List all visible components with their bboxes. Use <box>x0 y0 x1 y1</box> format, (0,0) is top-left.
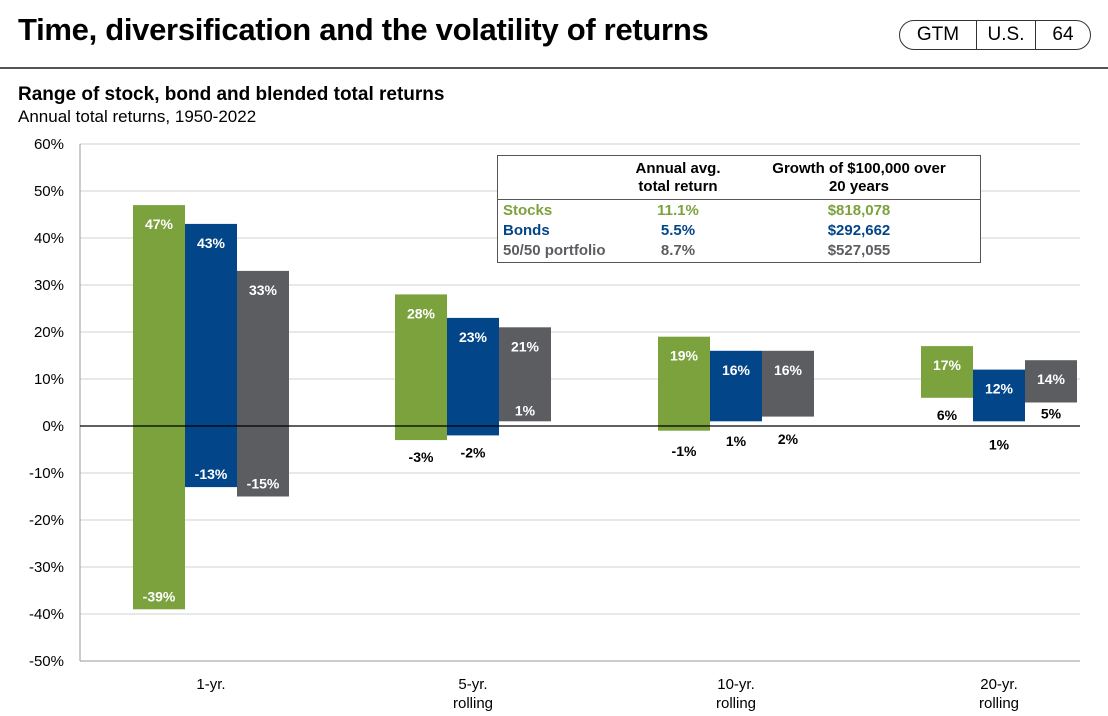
table-row-bonds: Bonds 5.5% $292,662 <box>498 222 980 242</box>
chart-title: Range of stock, bond and blended total r… <box>18 84 445 105</box>
row-label: Bonds <box>503 222 550 239</box>
range-bar <box>395 294 447 441</box>
x-category-label: 10-yr. <box>717 676 755 693</box>
bar-low-label: 1% <box>989 436 1010 452</box>
row-avg-return: 5.5% <box>660 222 696 239</box>
chart-subtitle: Annual total returns, 1950-2022 <box>18 107 257 126</box>
bar-low-label: -15% <box>247 476 280 492</box>
x-category-label: 20-yr. <box>980 676 1018 693</box>
y-tick-label: 40% <box>34 230 64 247</box>
y-tick-label: -30% <box>29 559 64 576</box>
table-header-line: 20 years <box>828 178 890 195</box>
y-tick-label: -20% <box>29 512 64 529</box>
gtm-badge: GTM U.S. 64 <box>899 20 1091 50</box>
row-growth: $818,078 <box>827 202 891 219</box>
y-tick-label: 10% <box>34 371 64 388</box>
row-avg-return: 11.1% <box>657 202 699 219</box>
table-header-line: Growth of $100,000 over <box>772 160 946 177</box>
range-bar <box>447 317 499 436</box>
bar-low-label: 6% <box>937 407 958 423</box>
bar-high-label: 17% <box>933 357 962 373</box>
y-tick-label: -50% <box>29 653 64 670</box>
range-bar <box>133 205 185 610</box>
page-title: Time, diversification and the volatility… <box>18 12 709 47</box>
table-header-line: Annual avg. <box>635 160 721 177</box>
badge-gtm: GTM <box>900 21 977 49</box>
bar-high-label: 16% <box>774 362 803 378</box>
bar-high-label: 47% <box>145 216 174 232</box>
x-category-label: rolling <box>453 695 493 712</box>
range-bar <box>237 270 289 497</box>
bar-low-label: -3% <box>409 449 434 465</box>
table-header-line: total return <box>638 178 718 195</box>
bar-low-label: -39% <box>143 588 176 604</box>
bar-high-label: 43% <box>197 235 226 251</box>
bar-low-label: 1% <box>726 433 747 449</box>
bar-high-label: 16% <box>722 362 751 378</box>
range-bar <box>658 336 710 431</box>
range-bar <box>185 223 237 488</box>
bar-low-label: 2% <box>778 431 799 447</box>
y-tick-label: -40% <box>29 606 64 623</box>
table-row-stocks: Stocks 11.1% $818,078 <box>498 202 980 222</box>
x-category-label: rolling <box>716 695 756 712</box>
badge-page-number: 64 <box>1052 24 1074 45</box>
y-tick-label: 60% <box>34 136 64 153</box>
y-tick-label: 20% <box>34 324 64 341</box>
bar-high-label: 33% <box>249 282 278 298</box>
table-row-blend: 50/50 portfolio 8.7% $527,055 <box>498 242 980 262</box>
badge-region: U.S. <box>977 21 1036 49</box>
bar-low-label: -13% <box>195 466 228 482</box>
y-tick-label: 50% <box>34 183 64 200</box>
range-bar <box>921 346 973 398</box>
x-category-label: 5-yr. <box>458 676 487 693</box>
x-category-label: rolling <box>979 695 1019 712</box>
range-bar <box>710 350 762 422</box>
range-bar <box>499 327 551 422</box>
bar-low-label: -1% <box>672 443 697 459</box>
table-header-avg-return: Annual avg. total return <box>616 160 740 196</box>
table-header-growth: Growth of $100,000 over 20 years <box>748 160 970 196</box>
row-avg-return: 8.7% <box>660 242 696 259</box>
y-tick-label: -10% <box>29 465 64 482</box>
row-label: Stocks <box>503 202 553 219</box>
bar-high-label: 14% <box>1037 371 1066 387</box>
bar-low-label: 5% <box>1041 406 1062 422</box>
x-category-label: 1-yr. <box>196 676 225 693</box>
returns-summary-table: Annual avg. total return Growth of $100,0… <box>497 155 981 263</box>
y-tick-label: 30% <box>34 277 64 294</box>
row-growth: $292,662 <box>827 222 891 239</box>
y-tick-label: 0% <box>42 418 64 435</box>
row-growth: $527,055 <box>827 242 891 259</box>
bar-high-label: 21% <box>511 338 540 354</box>
bar-high-label: 12% <box>985 381 1014 397</box>
range-bar <box>762 350 814 417</box>
table-divider <box>498 199 980 200</box>
bar-high-label: 28% <box>407 305 436 321</box>
range-bar <box>1025 360 1077 403</box>
bar-low-label: -2% <box>461 444 486 460</box>
bar-low-label: 1% <box>515 402 536 418</box>
range-bar <box>973 369 1025 422</box>
bar-high-label: 19% <box>670 348 699 364</box>
row-label: 50/50 portfolio <box>503 242 606 259</box>
header-divider <box>0 67 1108 69</box>
bar-high-label: 23% <box>459 329 488 345</box>
